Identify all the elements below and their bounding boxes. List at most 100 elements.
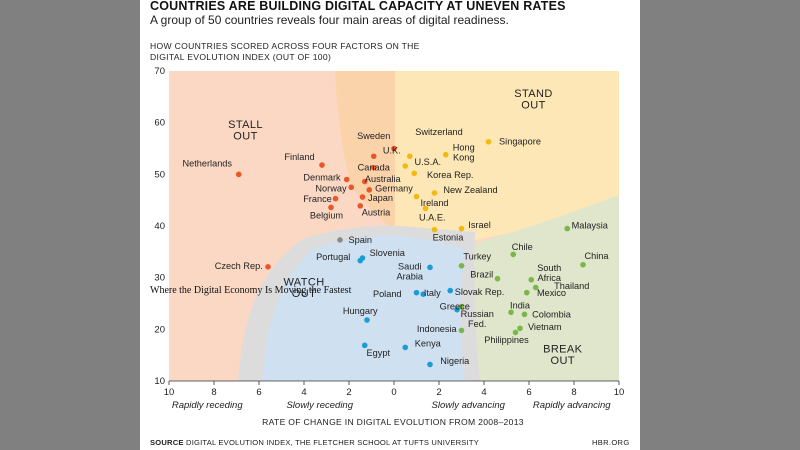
point-mexico: [523, 289, 530, 296]
label-russian-fed: Russian Fed.: [461, 309, 494, 329]
label-vietnam: Vietnam: [528, 322, 562, 332]
label-singapore: Singapore: [499, 136, 541, 146]
label-sweden: Sweden: [357, 131, 390, 141]
label-netherlands: Netherlands: [182, 159, 232, 169]
label-ireland: Ireland: [420, 198, 448, 208]
source-note: SOURCE DIGITAL EVOLUTION INDEX, THE FLET…: [150, 438, 479, 447]
point-finland: [319, 162, 325, 168]
point-czech-rep: [265, 264, 271, 270]
point-egypt: [361, 342, 368, 349]
point-spain: [337, 237, 343, 243]
label-estonia: Estonia: [433, 232, 465, 242]
zone-break-background: [461, 195, 619, 381]
point-chile: [510, 251, 517, 258]
label-india: India: [510, 301, 531, 311]
y-tick-label: 10: [154, 376, 165, 387]
label-south-africa: South Africa: [537, 263, 562, 283]
label-u-a-e: U.A.E.: [419, 212, 446, 222]
label-line: Fed.: [468, 319, 486, 329]
x-axis-descriptor: Slowly receding: [286, 400, 353, 411]
point-germany: [366, 187, 373, 193]
credit: HBR.ORG: [592, 438, 630, 447]
label-belgium: Belgium: [310, 210, 344, 220]
label-poland: Poland: [373, 289, 402, 299]
label-u-s-a: U.S.A.: [414, 157, 441, 167]
point-poland: [420, 291, 427, 298]
y-tick-label: 20: [154, 324, 165, 335]
label-line: Hong: [453, 143, 475, 153]
overlay-caption: Where the Digital Economy Is Moving the …: [150, 285, 352, 296]
point-indonesia: [458, 327, 465, 334]
label-finland: Finland: [284, 152, 314, 162]
label-colombia: Colombia: [532, 309, 572, 319]
label-israel: Israel: [468, 220, 490, 230]
x-tick-label: 0: [391, 387, 396, 398]
zone-label-line: BREAK: [543, 344, 583, 356]
chart-heading: HOW COUNTRIES SCORED ACROSS FOUR FACTORS…: [150, 41, 420, 63]
point-u-s-a: [402, 163, 409, 169]
point-turkey: [458, 262, 465, 269]
label-philippines: Philippines: [484, 335, 529, 345]
label-thailand: Thailand: [554, 281, 589, 291]
label-norway: Norway: [315, 183, 347, 193]
label-hungary: Hungary: [343, 306, 378, 316]
label-italy: Italy: [424, 288, 441, 298]
zone-label-line: WATCH: [283, 276, 324, 288]
zone-stand-background: [392, 71, 619, 242]
point-colombia: [521, 311, 528, 318]
point-france: [332, 195, 339, 202]
point-new-zealand: [431, 190, 438, 196]
point-u-a-e: [422, 205, 429, 212]
label-switzerland: Switzerland: [415, 127, 463, 137]
label-new-zealand: New Zealand: [443, 185, 497, 195]
point-austria: [357, 203, 364, 209]
source-label: SOURCE: [150, 438, 184, 447]
label-canada: Canada: [358, 163, 391, 173]
point-italy: [413, 289, 420, 296]
x-tick-label: 4: [301, 387, 306, 398]
label-line: Russian: [461, 309, 494, 319]
data-points: [235, 138, 586, 368]
label-korea-rep: Korea Rep.: [427, 170, 473, 180]
label-egypt: Egypt: [367, 348, 391, 358]
point-switzerland: [406, 153, 413, 160]
label-australia: Australia: [365, 174, 402, 184]
label-chile: Chile: [512, 242, 533, 252]
point-philippines: [512, 329, 519, 336]
infographic-title: COUNTRIES ARE BUILDING DIGITAL CAPACITY …: [150, 0, 566, 13]
zone-label-stand: STAND OUT: [514, 88, 552, 112]
y-tick-label: 40: [154, 221, 165, 232]
label-brazil: Brazil: [470, 270, 493, 280]
point-australia: [361, 178, 368, 185]
label-spain: Spain: [349, 235, 373, 245]
zone-label-line: OUT: [292, 288, 316, 300]
label-line: South: [537, 263, 561, 273]
point-ireland: [413, 193, 420, 200]
label-austria: Austria: [362, 208, 391, 218]
x-tick-label: 8: [571, 387, 576, 398]
zone-background: [169, 71, 619, 381]
x-tick-label: 4: [481, 387, 486, 398]
label-czech-rep: Czech Rep.: [215, 261, 263, 271]
x-tick-label: 10: [614, 387, 625, 398]
point-belgium: [328, 204, 334, 211]
label-slovak-rep: Slovak Rep.: [455, 287, 505, 297]
point-malaysia: [564, 225, 571, 232]
label-slovenia: Slovenia: [370, 248, 406, 258]
y-tick-label: 50: [154, 169, 165, 180]
zone-label-line: STAND: [514, 88, 552, 100]
x-tick-label: 6: [526, 387, 531, 398]
x-tick-label: 8: [211, 387, 216, 398]
label-greece: Greece: [440, 302, 470, 312]
infographic-subtitle: A group of 50 countries reveals four mai…: [150, 13, 509, 27]
point-south-africa: [528, 276, 535, 283]
label-mexico: Mexico: [537, 288, 566, 298]
point-greece: [454, 306, 460, 313]
point-korea-rep: [411, 170, 418, 177]
point-canada: [370, 164, 377, 171]
zone-label-line: STALL: [228, 119, 263, 131]
zone-watch-background: [262, 235, 466, 381]
label-line: Kong: [453, 153, 474, 163]
